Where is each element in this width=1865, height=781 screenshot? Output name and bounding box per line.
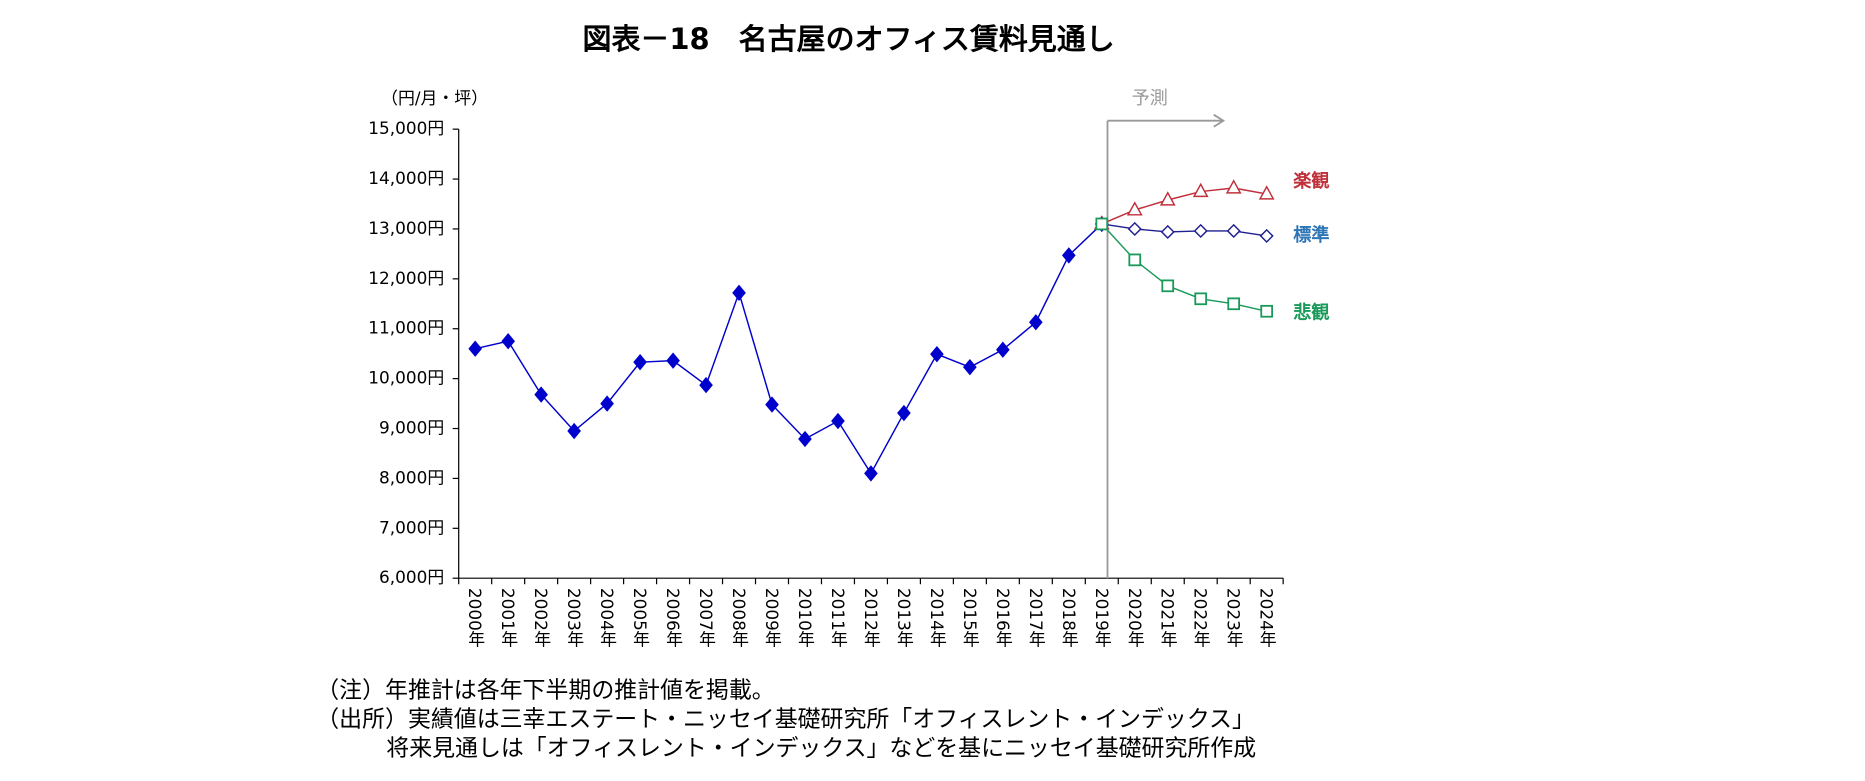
marker [600, 395, 614, 412]
marker [1160, 224, 1175, 240]
y-tick-label: 10,000円 [368, 368, 444, 388]
marker [534, 386, 548, 403]
marker [1192, 182, 1209, 198]
marker [666, 352, 680, 369]
x-tick-label: 2006年 [663, 588, 683, 648]
chart-title: 図表－18 名古屋のオフィス賃料見通し [582, 22, 1114, 56]
x-tick-label: 2015年 [960, 588, 980, 648]
marker [996, 341, 1010, 358]
marker [1259, 228, 1274, 243]
annotation: 予測 [1132, 88, 1168, 109]
marker [831, 412, 845, 430]
x-tick-label: 2014年 [927, 588, 947, 648]
series-label: 標準 [1293, 224, 1329, 246]
marker [1126, 201, 1143, 216]
marker [897, 404, 911, 422]
x-tick-label: 2000年 [465, 588, 485, 648]
y-tick-label: 8,000円 [379, 467, 444, 487]
marker [1128, 253, 1142, 267]
marker [1258, 185, 1275, 200]
x-tick-label: 2009年 [762, 588, 782, 648]
marker [567, 422, 581, 440]
marker [1226, 223, 1241, 239]
x-tick-label: 2024年 [1257, 588, 1277, 648]
series-label: 楽観 [1293, 170, 1329, 192]
y-tick-label: 13,000円 [368, 218, 444, 238]
marker [1260, 304, 1274, 318]
marker [864, 465, 878, 482]
y-tick-label: 11,000円 [368, 318, 444, 338]
x-tick-label: 2023年 [1224, 588, 1244, 648]
marker [633, 353, 647, 371]
x-tick-label: 2020年 [1125, 588, 1145, 648]
marker [732, 284, 746, 301]
y-tick-label: 14,000円 [368, 168, 444, 188]
x-tick-label: 2017年 [1026, 588, 1046, 648]
marker [468, 340, 483, 357]
series-line [475, 223, 1103, 475]
x-tick-label: 2012年 [861, 588, 881, 648]
x-tick-label: 2018年 [1059, 588, 1079, 648]
series-line [1101, 223, 1267, 312]
marker [1161, 279, 1175, 293]
marker [1193, 223, 1208, 239]
y-tick-label: 7,000円 [379, 517, 444, 537]
y-tick-label: 6,000円 [379, 567, 444, 587]
x-tick-label: 2007年 [696, 588, 716, 648]
x-tick-label: 2010年 [795, 588, 815, 648]
marker [1159, 191, 1176, 206]
marker [798, 430, 812, 448]
forecast-arrow-head [1213, 113, 1226, 128]
marker [1095, 217, 1109, 231]
note: （注）年推計は各年下半期の推計値を掲載。 [316, 678, 774, 704]
x-tick-label: 2021年 [1158, 588, 1178, 648]
marker [930, 345, 944, 363]
x-tick-label: 2004年 [597, 588, 617, 648]
marker [1194, 292, 1208, 306]
marker [765, 396, 779, 413]
note: 将来見通しは「オフィスレント・インデックス」などを基にニッセイ基礎研究所作成 [386, 736, 1256, 762]
y-tick-label: 15,000円 [368, 118, 444, 138]
x-tick-label: 2013年 [894, 588, 914, 648]
marker [699, 376, 713, 394]
x-tick-label: 2008年 [729, 588, 749, 648]
y-tick-label: 9,000円 [379, 418, 444, 438]
x-tick-label: 2022年 [1191, 588, 1211, 648]
x-tick-label: 2005年 [630, 588, 650, 648]
x-tick-label: 2016年 [993, 588, 1013, 648]
x-tick-label: 2011年 [828, 588, 848, 648]
marker [963, 358, 977, 376]
note: （出所）実績値は三幸エステート・ニッセイ基礎研究所「オフィスレント・インデックス… [316, 707, 1255, 733]
series-line [1101, 223, 1267, 237]
series-label: 悲観 [1293, 302, 1329, 324]
x-tick-label: 2019年 [1092, 588, 1112, 648]
marker [501, 333, 515, 350]
y-axis-label: （円/月・坪） [381, 88, 488, 108]
marker [1127, 221, 1142, 237]
marker [1061, 247, 1076, 264]
series-line [1101, 187, 1267, 225]
x-tick-label: 2003年 [564, 588, 584, 648]
marker [1227, 297, 1241, 311]
y-tick-label: 12,000円 [368, 268, 444, 288]
marker [1029, 314, 1043, 331]
x-tick-label: 2002年 [531, 588, 551, 648]
x-tick-label: 2001年 [498, 588, 518, 648]
marker [1225, 179, 1242, 194]
